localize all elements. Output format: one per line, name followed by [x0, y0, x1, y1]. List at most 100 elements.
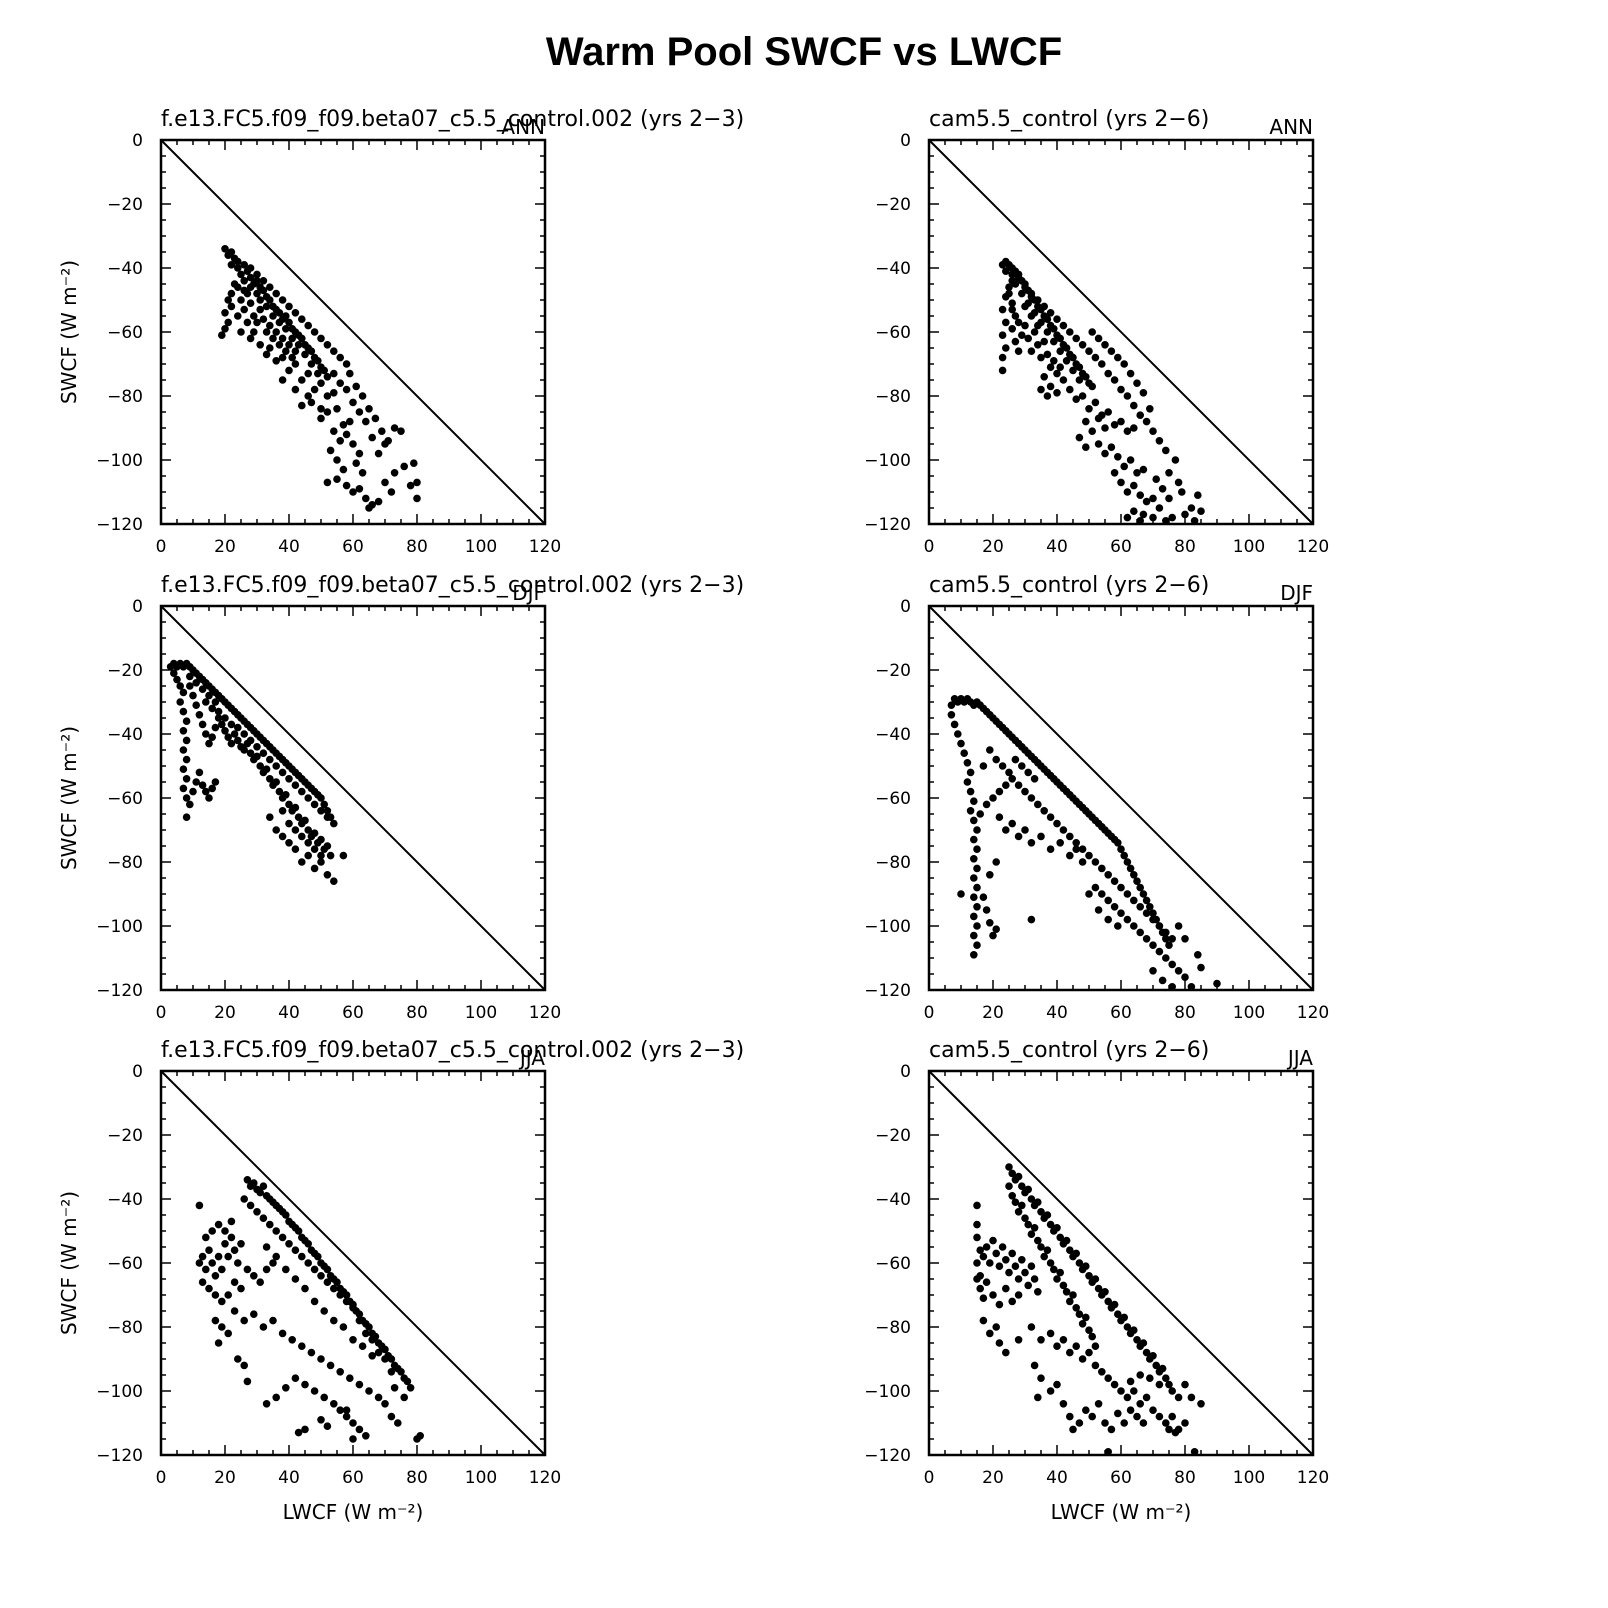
data-point — [1123, 890, 1132, 898]
panel-title: f.e13.FC5.f09_f09.beta07_c5.5_control.00… — [161, 573, 744, 598]
data-point — [182, 813, 191, 821]
data-point — [1014, 832, 1023, 841]
data-point — [259, 277, 268, 285]
data-point — [355, 1380, 364, 1389]
data-point — [1034, 1198, 1042, 1206]
data-point — [317, 851, 325, 860]
data-point — [224, 1252, 232, 1261]
data-point — [1053, 389, 1061, 397]
data-point — [278, 1329, 287, 1338]
data-point — [1149, 909, 1157, 917]
data-point — [1002, 1284, 1010, 1293]
data-point — [1091, 858, 1100, 866]
data-point — [262, 302, 271, 311]
data-point — [1181, 1419, 1189, 1427]
data-point — [970, 816, 978, 825]
data-point — [301, 1425, 309, 1434]
data-point — [1030, 1224, 1039, 1232]
data-point — [224, 1291, 232, 1299]
data-point — [1085, 347, 1093, 356]
data-point — [1101, 1288, 1109, 1296]
x-tick-label: 60 — [1110, 537, 1132, 557]
data-point — [1034, 800, 1042, 809]
data-point — [358, 469, 367, 477]
data-point — [1123, 1323, 1132, 1331]
data-point — [330, 1316, 338, 1325]
x-tick-label: 0 — [156, 1003, 167, 1023]
data-point — [330, 369, 338, 378]
data-point — [205, 794, 213, 802]
y-tick-label: −40 — [107, 1190, 143, 1210]
data-point — [1120, 851, 1128, 860]
data-point — [285, 302, 293, 311]
data-point — [214, 1252, 223, 1261]
data-point — [1091, 1275, 1100, 1283]
data-point — [1046, 382, 1055, 391]
data-point — [1130, 922, 1138, 930]
data-point — [192, 778, 200, 786]
data-point — [1114, 353, 1122, 362]
scatter-panel-left-middle: 0 20 40 60 80 100 120 0 −20 −40 −60 −80 −100 −120 f.e1… — [57, 573, 744, 1023]
data-point — [1094, 440, 1103, 448]
data-point — [234, 1355, 242, 1363]
data-point — [246, 749, 255, 757]
data-point — [262, 1400, 271, 1408]
data-point — [330, 427, 338, 436]
data-point — [970, 835, 978, 844]
data-point — [1078, 858, 1087, 866]
data-point — [973, 826, 981, 834]
panel-title: f.e13.FC5.f09_f09.beta07_c5.5_control.00… — [161, 107, 744, 132]
y-tick-label: 0 — [132, 597, 143, 617]
data-point — [336, 1368, 345, 1376]
y-axis-label: SWCF (W m⁻²) — [57, 1191, 81, 1335]
data-point — [330, 819, 338, 828]
data-point — [256, 1188, 265, 1197]
y-tick-label: −20 — [107, 195, 143, 215]
data-point — [1075, 1259, 1084, 1267]
data-point — [966, 807, 975, 815]
data-point — [291, 1374, 300, 1382]
data-point — [1130, 896, 1138, 905]
data-point — [323, 478, 332, 487]
data-point — [323, 392, 332, 400]
data-point — [1098, 1368, 1106, 1376]
data-point — [1114, 1409, 1122, 1418]
data-point — [1043, 1246, 1052, 1254]
data-point — [298, 832, 306, 841]
data-point — [1024, 1185, 1032, 1194]
data-point — [291, 360, 300, 368]
data-point — [208, 1259, 216, 1267]
data-point — [205, 691, 213, 700]
data-point — [227, 248, 236, 256]
data-point — [342, 1406, 351, 1414]
data-point — [387, 1355, 396, 1363]
data-point — [272, 762, 281, 770]
data-point — [291, 826, 300, 834]
data-point — [1101, 1419, 1109, 1427]
data-point — [272, 778, 281, 786]
data-point — [192, 701, 200, 709]
data-point — [282, 325, 290, 333]
y-tick-label: −40 — [107, 259, 143, 279]
data-point — [294, 1428, 303, 1437]
figure-title: Warm Pool SWCF vs LWCF — [545, 30, 1063, 74]
data-point — [989, 931, 997, 940]
data-point — [1101, 449, 1109, 458]
data-point — [397, 1368, 405, 1376]
data-point — [205, 739, 213, 748]
data-point — [227, 261, 236, 269]
data-point — [272, 357, 281, 365]
y-tick-label: −60 — [875, 1254, 911, 1274]
data-point — [342, 1297, 351, 1306]
data-point — [307, 1348, 316, 1357]
data-point — [275, 309, 284, 317]
data-point — [182, 755, 191, 764]
data-point — [966, 768, 975, 777]
data-point — [1110, 903, 1119, 911]
data-point — [330, 877, 338, 885]
data-point — [397, 427, 405, 436]
data-point — [1117, 909, 1125, 917]
data-point — [358, 1342, 367, 1350]
data-point — [214, 714, 223, 722]
data-point — [333, 1278, 341, 1286]
